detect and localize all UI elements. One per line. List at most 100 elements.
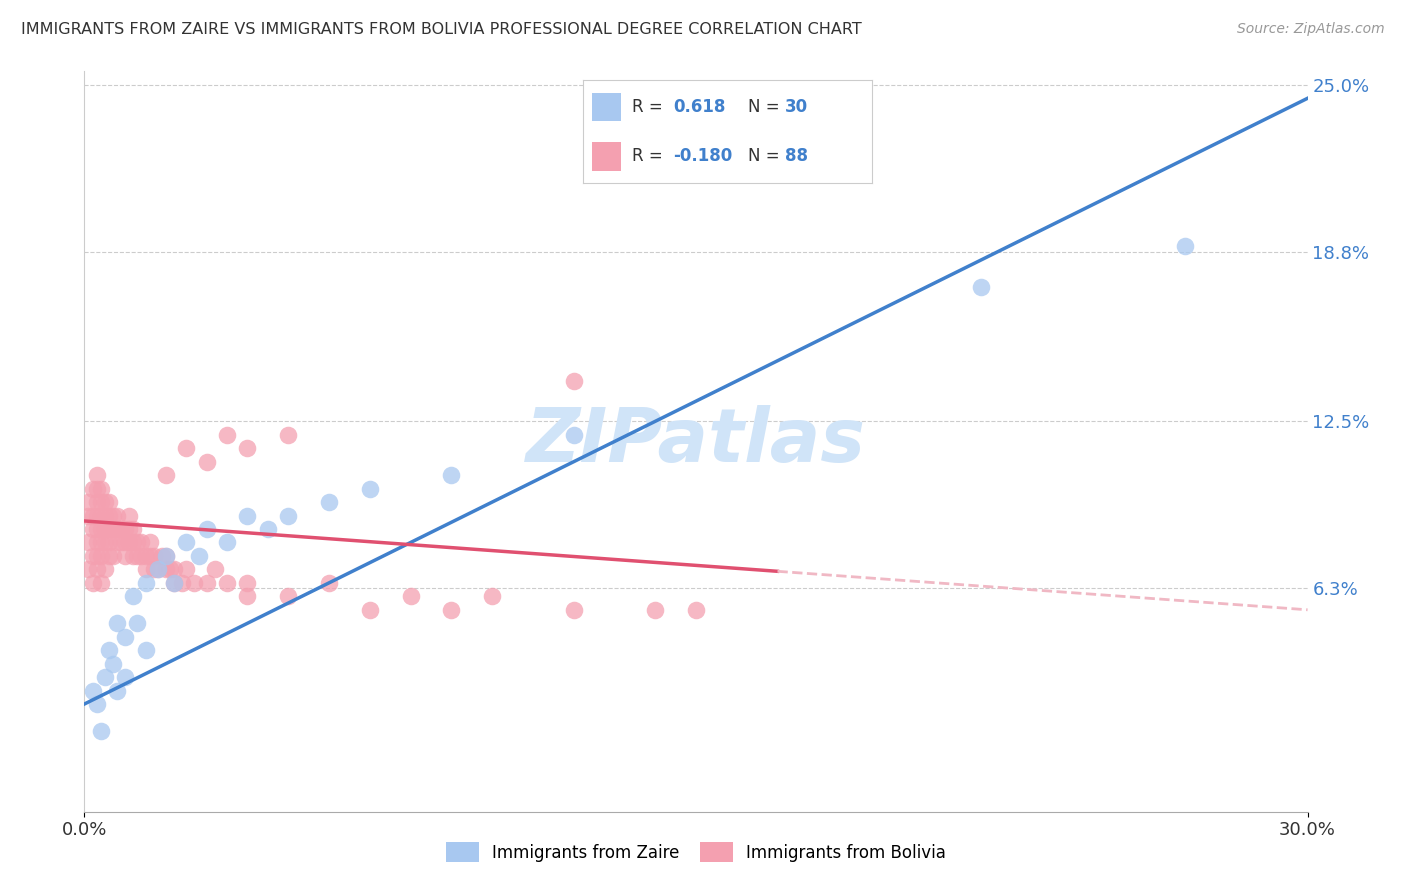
Point [257, 522, 280, 536]
Point [122, 549, 145, 563]
Point [127, 535, 149, 549]
Point [562, 374, 585, 388]
Point [101, 657, 124, 671]
Point [97, 549, 120, 563]
Point [82, 482, 104, 496]
Point [90, 535, 112, 549]
Point [90, 549, 112, 563]
Point [131, 535, 153, 549]
Text: 30: 30 [785, 98, 808, 116]
Point [236, 590, 259, 604]
Point [110, 535, 132, 549]
Point [135, 549, 157, 563]
Point [118, 535, 141, 549]
Point [105, 616, 128, 631]
Point [163, 562, 186, 576]
Point [90, 575, 112, 590]
Point [172, 575, 194, 590]
Point [93, 562, 115, 576]
Point [90, 723, 112, 738]
Point [118, 522, 141, 536]
Point [359, 482, 381, 496]
Text: N =: N = [748, 147, 785, 165]
Point [93, 535, 115, 549]
Point [163, 575, 186, 590]
Point [86, 495, 108, 509]
Point [217, 575, 239, 590]
Text: -0.180: -0.180 [673, 147, 733, 165]
Point [90, 495, 112, 509]
Point [114, 549, 136, 563]
Point [105, 522, 128, 536]
Point [146, 562, 169, 576]
Point [90, 522, 112, 536]
Point [82, 522, 104, 536]
Point [86, 508, 108, 523]
Point [118, 508, 141, 523]
Point [86, 697, 108, 711]
Point [359, 603, 381, 617]
Point [97, 643, 120, 657]
Point [562, 427, 585, 442]
Point [114, 535, 136, 549]
Point [86, 549, 108, 563]
Point [105, 535, 128, 549]
Text: ZIPatlas: ZIPatlas [526, 405, 866, 478]
Point [236, 442, 259, 456]
Point [440, 603, 463, 617]
Point [146, 562, 169, 576]
Point [174, 442, 197, 456]
Point [97, 535, 120, 549]
Point [93, 670, 115, 684]
Point [277, 508, 299, 523]
Point [86, 535, 108, 549]
Point [155, 549, 177, 563]
Point [77, 562, 100, 576]
Point [155, 468, 177, 483]
Point [86, 468, 108, 483]
Point [122, 590, 145, 604]
Point [277, 427, 299, 442]
Point [86, 482, 108, 496]
Point [399, 590, 422, 604]
Point [101, 522, 124, 536]
Point [236, 508, 259, 523]
Point [110, 522, 132, 536]
Point [481, 590, 503, 604]
Point [217, 535, 239, 549]
Point [135, 562, 157, 576]
Point [86, 522, 108, 536]
Point [195, 575, 218, 590]
Legend: Immigrants from Zaire, Immigrants from Bolivia: Immigrants from Zaire, Immigrants from B… [437, 834, 955, 870]
Point [135, 643, 157, 657]
Point [105, 508, 128, 523]
Text: 88: 88 [785, 147, 808, 165]
Point [236, 575, 259, 590]
Point [204, 562, 226, 576]
Point [114, 630, 136, 644]
Point [195, 455, 218, 469]
Point [127, 616, 149, 631]
Point [97, 495, 120, 509]
Point [183, 575, 205, 590]
Point [155, 549, 177, 563]
Point [138, 535, 160, 549]
Point [277, 590, 299, 604]
Bar [592, 93, 621, 121]
Point [318, 495, 340, 509]
Point [77, 495, 100, 509]
Text: IMMIGRANTS FROM ZAIRE VS IMMIGRANTS FROM BOLIVIA PROFESSIONAL DEGREE CORRELATION: IMMIGRANTS FROM ZAIRE VS IMMIGRANTS FROM… [21, 22, 862, 37]
Point [1174, 239, 1197, 253]
Point [174, 535, 197, 549]
Text: 0.618: 0.618 [673, 98, 725, 116]
Point [114, 670, 136, 684]
Text: Source: ZipAtlas.com: Source: ZipAtlas.com [1237, 22, 1385, 37]
Point [138, 549, 160, 563]
Point [155, 562, 177, 576]
Point [685, 603, 707, 617]
Point [135, 575, 157, 590]
Point [122, 522, 145, 536]
Point [82, 683, 104, 698]
Point [97, 508, 120, 523]
Point [86, 562, 108, 576]
